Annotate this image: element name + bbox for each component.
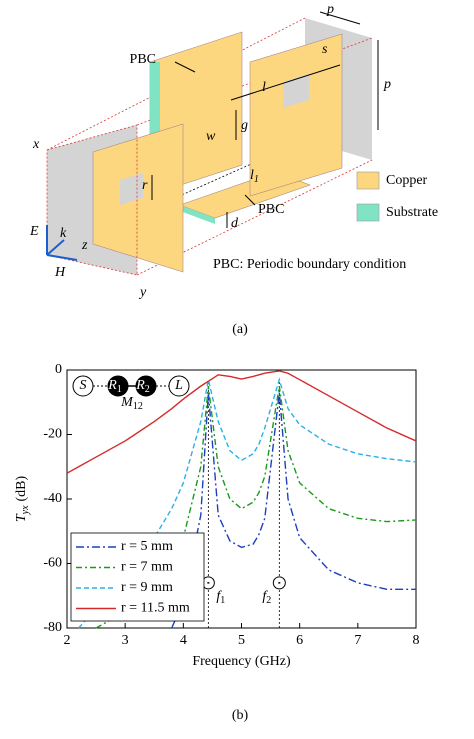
label: f1: [216, 589, 225, 606]
y-tick-label: 0: [55, 362, 62, 377]
label: H: [54, 265, 66, 280]
y-tick-label: -20: [43, 427, 62, 442]
circuit-node: [72, 375, 94, 397]
legend-label: Substrate: [386, 205, 438, 220]
label: d: [231, 216, 239, 231]
x-tick-label: 3: [122, 633, 129, 648]
label: PBC: [130, 52, 156, 67]
series-line: [78, 377, 417, 629]
x-tick-label: 8: [413, 633, 420, 648]
x-tick-label: 7: [354, 633, 361, 648]
label-sub: 1: [220, 595, 225, 606]
label: M12: [120, 395, 143, 412]
x-tick-label: 6: [296, 633, 303, 648]
y-label-sub: yx: [20, 505, 31, 515]
y-label-unit: (dB): [14, 475, 29, 501]
label-base: M: [120, 395, 134, 410]
pointer: [174, 61, 196, 73]
label: f2: [262, 589, 271, 606]
label: p: [326, 2, 334, 17]
label: L: [174, 378, 183, 393]
circuit-node: [107, 375, 129, 397]
caption: (b): [232, 708, 249, 723]
dimension: [319, 11, 361, 25]
circuit-node: [168, 375, 190, 397]
label-base: R: [107, 378, 117, 393]
label-sub: 1: [117, 384, 122, 395]
label: R2: [135, 378, 150, 395]
legend-label: r = 5 mm: [121, 539, 173, 554]
y-tick-label: -60: [43, 556, 62, 571]
axis-arrow: [46, 254, 78, 261]
label-base: f: [262, 589, 268, 604]
label: g: [241, 118, 248, 133]
label-base: f: [216, 589, 222, 604]
series-line: [66, 370, 417, 474]
label-sub: 12: [133, 401, 143, 412]
legend-swatch: [356, 203, 380, 222]
note: PBC: Periodic boundary condition: [213, 257, 406, 272]
dimension: [230, 64, 341, 101]
y-tick-label: -80: [43, 620, 62, 635]
copper-plate: [249, 33, 343, 197]
axis-arrow: [46, 239, 65, 256]
label-base: L: [174, 378, 183, 393]
legend-label: r = 7 mm: [121, 560, 173, 575]
label: w: [206, 129, 216, 144]
label: x: [32, 137, 40, 152]
series-line: [171, 392, 416, 629]
label: r: [142, 178, 148, 193]
label: E: [29, 224, 39, 239]
label: R1: [107, 378, 122, 395]
label-sub: 1: [254, 174, 259, 185]
legend-label: Copper: [386, 173, 428, 188]
x-tick-label: 4: [180, 633, 187, 648]
legend-swatch: [356, 171, 380, 190]
label-sub: 2: [145, 384, 150, 395]
label: p: [383, 77, 391, 92]
y-label-base: T: [14, 513, 29, 522]
label-base: S: [80, 378, 87, 393]
x-axis-label: Frequency (GHz): [192, 654, 291, 669]
hole: [283, 74, 309, 108]
x-tick-label: 5: [238, 633, 245, 648]
substrate-edge: [180, 205, 215, 224]
label-base: R: [135, 378, 145, 393]
label: l1: [250, 168, 259, 185]
label-sub: 2: [266, 595, 271, 606]
diagram: [46, 11, 380, 276]
label: PBC: [258, 202, 284, 217]
circuit-node: [135, 375, 157, 397]
label: s: [322, 42, 328, 57]
label: k: [60, 226, 67, 241]
legend-label: r = 11.5 mm: [121, 601, 190, 616]
label: S: [80, 378, 87, 393]
pointer: [244, 194, 256, 206]
caption: (a): [232, 322, 248, 337]
label-base: l: [250, 168, 254, 183]
label: l: [262, 80, 266, 95]
label: z: [81, 238, 88, 253]
label: y: [138, 285, 147, 300]
y-axis-label: Tyx (dB): [14, 475, 31, 522]
x-tick-label: 2: [64, 633, 71, 648]
y-tick-label: -40: [43, 491, 62, 506]
legend-label: r = 9 mm: [121, 580, 173, 595]
